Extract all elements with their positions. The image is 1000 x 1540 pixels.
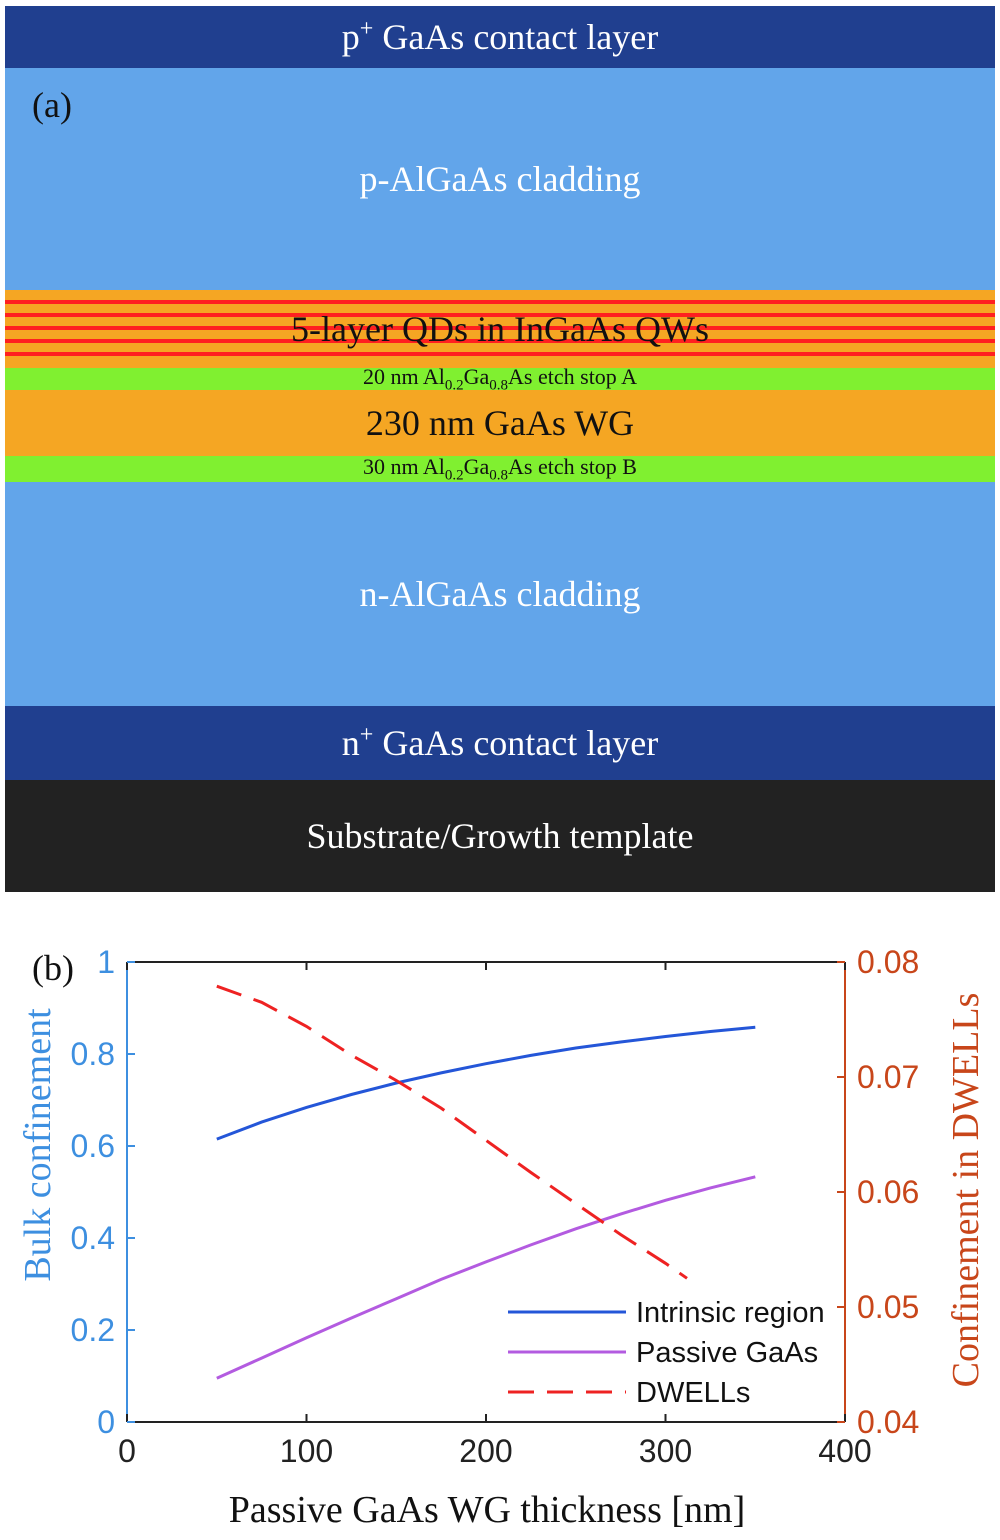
p-contact-sup: +: [359, 16, 374, 42]
legend: Intrinsic region Passive GaAs DWELLs: [508, 1297, 825, 1409]
y-tick-label-right: 0.04: [857, 1404, 919, 1440]
y-tick-label-right: 0.05: [857, 1289, 919, 1325]
series-layer: [216, 984, 756, 1380]
etch-a-mid: Ga: [463, 363, 490, 389]
x-tick-label: 200: [459, 1433, 512, 1469]
n-contact-layer: n+ GaAs contact layer: [5, 706, 995, 780]
qd-stripe: [5, 352, 995, 356]
n-contact-post: GaAs contact layer: [373, 723, 659, 763]
y-tick-label-right: 0.06: [857, 1174, 919, 1210]
legend-label: Intrinsic region: [636, 1297, 825, 1329]
y-axis-label-right: Confinement in DWELLs: [945, 993, 987, 1388]
n-contact-pre: n: [341, 723, 360, 763]
etch-a-pre: 20 nm Al: [362, 363, 445, 389]
etch-b-pre: 30 nm Al: [362, 453, 445, 479]
y-tick-label-right: 0.08: [857, 944, 919, 980]
etch-b-sub2: 0.8: [489, 467, 509, 484]
etch-a-post: As etch stop A: [508, 363, 637, 389]
p-contact-pre: p: [341, 17, 360, 57]
confinement-chart: 0 100 200 300 400 0 0.2 0.4 0.6 0.8 1 0.04 0.05 0.06 0…: [17, 944, 987, 1531]
wg-layer: 230 nm GaAs WG: [5, 390, 995, 456]
p-contact-label: p+ GaAs contact layer: [342, 16, 658, 58]
n-cladding-layer: n-AlGaAs cladding: [5, 482, 995, 706]
substrate-layer: Substrate/Growth template: [5, 780, 995, 892]
qd-layer: 5-layer QDs in InGaAs QWs: [5, 290, 995, 368]
panel-b-tag: (b): [32, 948, 74, 988]
qd-stripe: [5, 313, 995, 317]
etch-b-sub1: 0.2: [444, 467, 464, 484]
y-tick-label-left: 0.8: [71, 1036, 115, 1072]
substrate-label: Substrate/Growth template: [306, 816, 694, 856]
x-tick-label: 0: [118, 1433, 136, 1469]
series-line-passive-gaas: [216, 1175, 756, 1380]
y-tick-label-left: 0.6: [71, 1128, 115, 1164]
series-line-dwells: [216, 984, 688, 1280]
p-cladding-layer: p-AlGaAs cladding: [5, 68, 995, 290]
y-axis-label-left: Bulk confinement: [17, 1008, 59, 1282]
wg-label: 230 nm GaAs WG: [365, 403, 635, 443]
legend-label: Passive GaAs: [636, 1337, 818, 1369]
p-cladding-label: p-AlGaAs cladding: [359, 159, 641, 199]
y-tick-label-left: 0.2: [71, 1312, 115, 1348]
y-tick-label-right: 0.07: [857, 1059, 919, 1095]
etch-stop-b-layer: 30 nm Al0.2Ga0.8As etch stop B: [5, 454, 995, 484]
series-line-intrinsic-region: [216, 1025, 756, 1141]
etch-a-sub1: 0.2: [444, 377, 464, 394]
y-tick-label-left: 0: [97, 1404, 115, 1440]
qd-stripe: [5, 326, 995, 330]
qd-stripes: [5, 290, 995, 368]
y-tick-label-left: 0.4: [71, 1220, 115, 1256]
etch-b-mid: Ga: [463, 453, 490, 479]
qd-stripe: [5, 339, 995, 343]
qd-stripe: [5, 300, 995, 304]
legend-label: DWELLs: [636, 1377, 750, 1409]
p-contact-layer: p+ GaAs contact layer: [5, 6, 995, 68]
etch-b-post: As etch stop B: [508, 453, 637, 479]
n-contact-sup: +: [359, 722, 374, 748]
etch-a-sub2: 0.8: [489, 377, 509, 394]
panel-a-tag: (a): [32, 85, 72, 125]
x-tick-label: 400: [818, 1433, 871, 1469]
p-contact-post: GaAs contact layer: [373, 17, 659, 57]
etch-stop-a-label: 20 nm Al0.2Ga0.8As etch stop A: [363, 364, 637, 394]
qd-label: 5-layer QDs in InGaAs QWs: [291, 309, 709, 349]
x-axis-label: Passive GaAs WG thickness [nm]: [229, 1489, 745, 1531]
etch-stop-a-layer: 20 nm Al0.2Ga0.8As etch stop A: [5, 364, 995, 393]
x-tick-label: 300: [639, 1433, 692, 1469]
n-contact-label: n+ GaAs contact layer: [342, 722, 658, 764]
n-cladding-label: n-AlGaAs cladding: [359, 574, 641, 614]
etch-stop-b-label: 30 nm Al0.2Ga0.8As etch stop B: [363, 454, 637, 484]
x-tick-label: 100: [280, 1433, 333, 1469]
y-tick-label-left: 1: [97, 944, 115, 980]
axes: 0 100 200 300 400 0 0.2 0.4 0.6 0.8 1 0.04 0.05 0.06 0…: [71, 944, 920, 1469]
